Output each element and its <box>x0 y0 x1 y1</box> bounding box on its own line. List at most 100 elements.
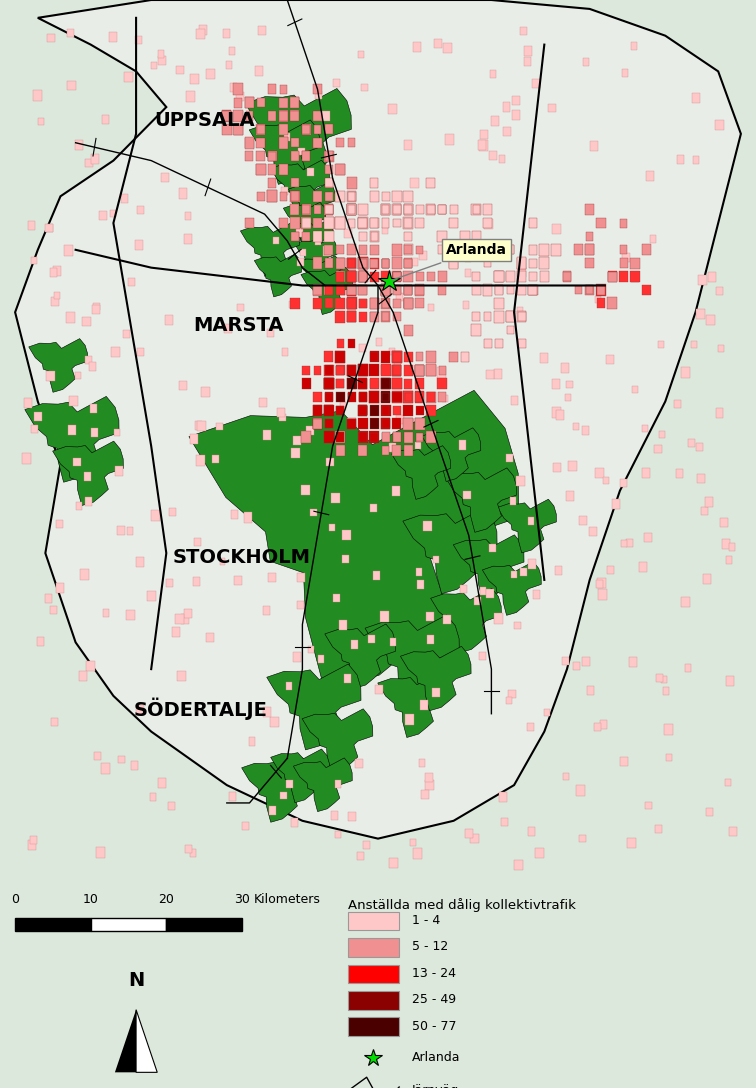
Bar <box>313 111 322 121</box>
Bar <box>404 259 412 268</box>
Bar <box>403 405 414 417</box>
Bar <box>489 151 497 160</box>
Bar <box>426 613 434 621</box>
Bar <box>348 191 355 200</box>
Text: Kilometers: Kilometers <box>253 893 320 906</box>
Bar <box>333 78 340 87</box>
Bar <box>348 298 355 308</box>
Bar <box>297 258 304 267</box>
Bar <box>486 370 494 380</box>
Bar <box>313 405 322 416</box>
Bar <box>438 285 446 295</box>
Bar <box>85 497 91 506</box>
Bar <box>729 827 736 836</box>
Bar <box>540 271 549 282</box>
Bar <box>528 558 536 569</box>
Bar <box>404 351 413 362</box>
Bar <box>46 371 54 381</box>
Bar <box>414 418 425 430</box>
Bar <box>587 687 594 695</box>
Bar <box>358 344 366 353</box>
Bar <box>416 219 423 227</box>
Bar <box>404 432 412 442</box>
Polygon shape <box>271 160 330 214</box>
Bar <box>347 190 356 202</box>
Bar <box>404 205 412 214</box>
Bar <box>642 425 648 432</box>
Bar <box>346 297 357 309</box>
Bar <box>313 405 322 416</box>
Bar <box>701 507 708 515</box>
Bar <box>425 780 434 790</box>
Bar <box>277 408 285 417</box>
Bar <box>359 299 367 308</box>
Bar <box>197 28 205 39</box>
Bar <box>190 434 198 444</box>
Bar <box>313 298 322 309</box>
Bar <box>147 591 156 601</box>
Bar <box>677 156 683 163</box>
Bar <box>426 364 436 376</box>
Bar <box>415 364 424 376</box>
Bar <box>393 272 401 281</box>
Bar <box>50 268 57 276</box>
Bar <box>358 418 367 430</box>
Bar <box>191 74 199 84</box>
Bar <box>325 258 333 268</box>
Bar <box>347 205 356 214</box>
Bar <box>23 397 33 408</box>
Bar <box>268 164 277 174</box>
Bar <box>392 392 402 403</box>
Bar <box>324 246 331 256</box>
Bar <box>324 379 333 390</box>
Bar <box>321 111 330 122</box>
Bar <box>619 271 628 282</box>
Bar <box>426 635 434 643</box>
Bar <box>331 493 339 503</box>
Bar <box>392 364 401 375</box>
Bar <box>135 36 142 44</box>
Bar <box>119 756 125 763</box>
Bar <box>166 917 242 931</box>
Bar <box>324 205 333 215</box>
Bar <box>370 178 378 188</box>
Bar <box>56 583 64 593</box>
Bar <box>517 271 526 282</box>
Polygon shape <box>29 338 88 393</box>
Bar <box>404 259 412 268</box>
Bar <box>355 758 363 768</box>
Bar <box>358 257 368 269</box>
Bar <box>346 177 357 188</box>
Bar <box>347 364 356 375</box>
Bar <box>336 351 345 362</box>
Bar <box>404 364 413 375</box>
Bar <box>421 790 429 799</box>
Bar <box>389 857 398 868</box>
Bar <box>528 285 538 295</box>
Bar <box>389 348 395 355</box>
Bar <box>336 271 345 282</box>
Bar <box>465 829 472 838</box>
Bar <box>518 312 525 321</box>
Bar <box>135 240 143 250</box>
Bar <box>291 152 299 160</box>
Bar <box>381 351 390 362</box>
Bar <box>370 432 379 443</box>
Bar <box>335 311 345 322</box>
Bar <box>382 259 389 268</box>
Bar <box>127 527 133 535</box>
Bar <box>415 379 424 390</box>
Bar <box>348 206 355 214</box>
Bar <box>649 235 656 243</box>
Bar <box>382 259 389 268</box>
Bar <box>381 298 390 309</box>
Bar <box>619 258 628 268</box>
Bar <box>494 369 502 379</box>
Bar <box>358 205 367 214</box>
Bar <box>484 245 491 255</box>
Bar <box>404 298 413 309</box>
Bar <box>348 1017 399 1036</box>
Bar <box>291 191 299 201</box>
Bar <box>463 491 470 499</box>
Bar <box>325 191 333 200</box>
